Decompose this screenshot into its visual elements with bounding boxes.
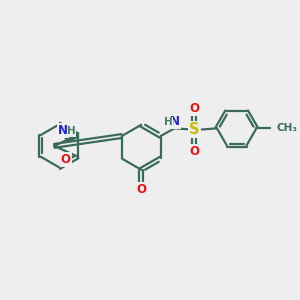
Text: CH₃: CH₃	[277, 123, 298, 133]
Text: O: O	[136, 183, 146, 196]
Text: S: S	[189, 122, 200, 137]
Text: O: O	[189, 102, 199, 115]
Text: N: N	[170, 115, 180, 128]
Text: H: H	[164, 117, 173, 127]
Text: N: N	[58, 124, 68, 137]
Text: O: O	[189, 145, 199, 158]
Text: O: O	[61, 153, 71, 166]
Text: H: H	[67, 126, 76, 136]
